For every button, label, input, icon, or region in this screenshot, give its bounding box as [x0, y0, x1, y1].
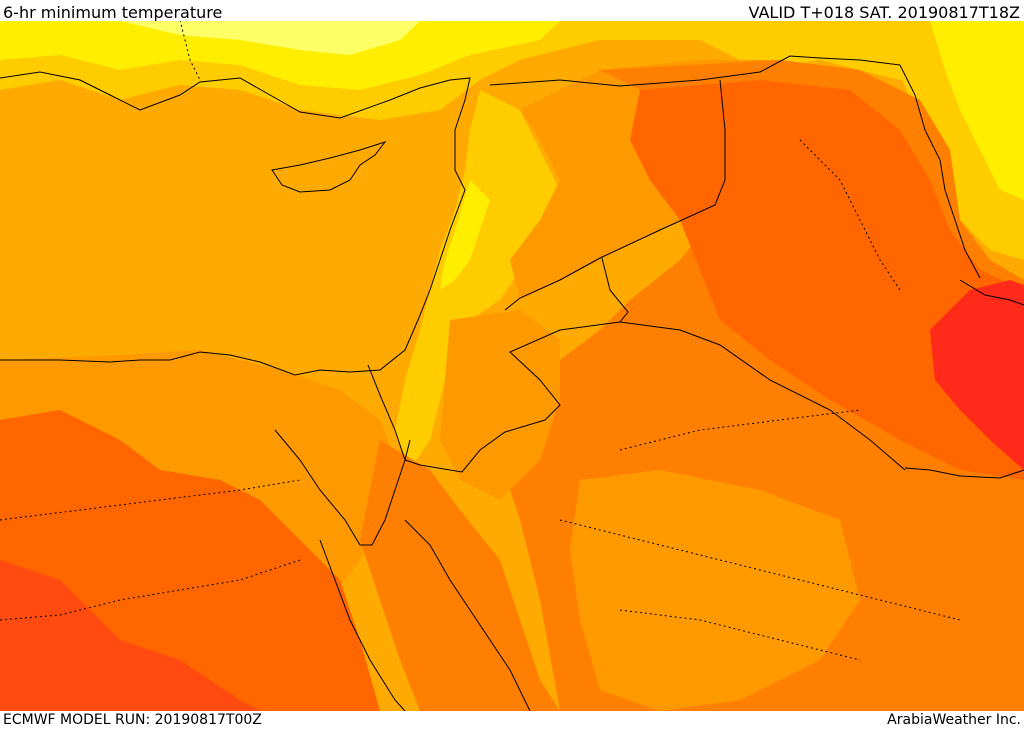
coastlines [0, 71, 1024, 711]
orange-light-saudi [570, 470, 860, 711]
map-title: 6-hr minimum temperature [3, 3, 223, 22]
red-orange-south [0, 560, 260, 711]
yellow-pale-north [120, 21, 420, 55]
model-run-label: ECMWF MODEL RUN: 20190817T00Z [3, 712, 262, 728]
valid-time-label: VALID T+018 SAT. 20190817T18Z [748, 3, 1020, 22]
yellow-light-levant [440, 180, 490, 290]
country-borders [367, 55, 981, 473]
yellow-light-north [0, 21, 560, 90]
yellow-light-northeast [930, 21, 1024, 200]
credit-label: ArabiaWeather Inc. [887, 712, 1021, 728]
orange-light-jordan [440, 310, 560, 500]
admin-boundaries [0, 21, 961, 661]
orange-dark-iraq [630, 80, 1024, 480]
map-footer: ECMWF MODEL RUN: 20190817T00Z ArabiaWeat… [0, 711, 1024, 729]
orange-zone-sinai [360, 440, 560, 711]
temperature-map[interactable] [0, 21, 1024, 711]
yellow-zone-levant [395, 90, 560, 470]
red-zone-gulf [930, 280, 1024, 470]
map-header: 6-hr minimum temperature VALID T+018 SAT… [0, 0, 1024, 22]
